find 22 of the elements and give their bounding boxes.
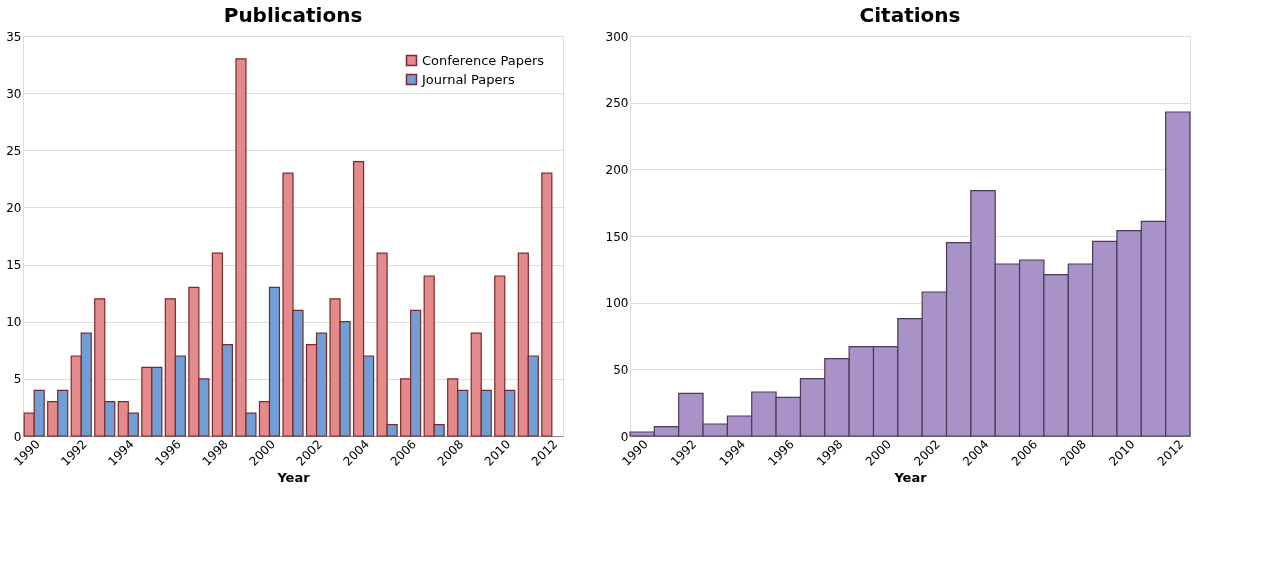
y-tick-label: 5 — [13, 372, 22, 387]
chart-title: Publications — [223, 3, 363, 27]
y-tick-label: 0 — [620, 429, 629, 444]
y-tick-label: 200 — [605, 162, 629, 177]
x-axis-title: Year — [276, 469, 311, 485]
y-tick-label: 35 — [6, 29, 22, 44]
y-tick-label: 250 — [605, 96, 629, 111]
y-tick-label: 150 — [605, 229, 629, 244]
chart-title: Citations — [859, 3, 961, 27]
legend-label: Journal Papers — [421, 71, 515, 87]
y-tick-label: 10 — [6, 315, 22, 330]
y-tick-label: 50 — [613, 362, 629, 377]
x-axis-title: Year — [893, 469, 928, 485]
bar — [541, 172, 553, 437]
y-tick-label: 30 — [6, 86, 22, 101]
legend-label: Conference Papers — [422, 52, 545, 68]
y-tick-label: 300 — [605, 29, 629, 44]
y-tick-label: 0 — [13, 429, 22, 444]
y-tick-label: 25 — [6, 143, 22, 158]
y-tick-label: 20 — [6, 200, 22, 215]
y-tick-label: 15 — [6, 258, 22, 273]
y-tick-label: 100 — [605, 296, 629, 311]
